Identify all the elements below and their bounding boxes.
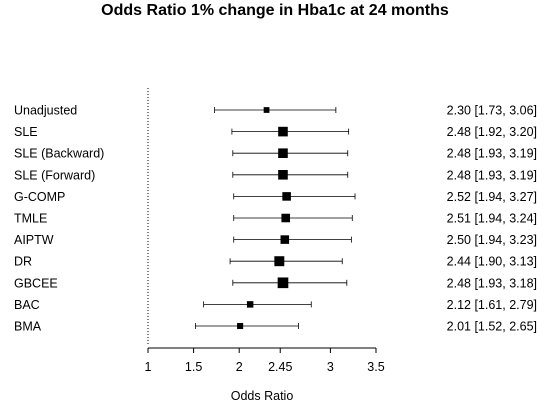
point-estimate [281,213,290,223]
x-tick-label: 1.5 [185,360,202,374]
x-tick-label: 2.45 [268,360,292,374]
forest-row: BAC 2.12 [1.61, 2.79] [14,298,537,312]
x-tick-label: 3.5 [367,360,384,374]
forest-row: SLE (Forward) 2.48 [1.93, 3.19] [14,168,537,182]
row-label: BMA [14,320,42,334]
point-estimate [278,170,288,180]
ci-text: 2.51 [1.94, 3.24] [447,212,537,226]
point-estimate [263,107,270,113]
ci-text: 2.48 [1.93, 3.18] [447,276,537,290]
row-label: Unadjusted [14,104,77,118]
row-label: G-COMP [14,190,65,204]
chart-title: Odds Ratio 1% change in Hba1c at 24 mont… [101,2,449,19]
point-estimate [282,192,291,201]
point-estimate [237,322,244,330]
point-estimate [278,126,288,137]
row-label: DR [14,255,32,269]
forest-row: Unadjusted 2.30 [1.73, 3.06] [14,104,537,118]
point-estimate [246,301,254,308]
forest-row: SLE (Backward) 2.48 [1.93, 3.19] [14,147,537,161]
forest-row: DR 2.44 [1.90, 3.13] [14,255,537,269]
x-axis-label: Odds Ratio [231,389,294,403]
x-axis: 1 1.5 2 2.45 3 3.5 [145,347,385,374]
x-tick-label: 2 [236,360,243,374]
forest-rows: Unadjusted 2.30 [1.73, 3.06] SLE 2.48 [1.92… [14,104,537,334]
ci-text: 2.30 [1.73, 3.06] [447,104,537,118]
point-estimate [280,235,290,244]
ci-text: 2.48 [1.93, 3.19] [447,168,537,182]
ci-text: 2.01 [1.52, 2.65] [447,320,537,334]
ci-text: 2.12 [1.61, 2.79] [447,298,537,312]
ci-text: 2.52 [1.94, 3.27] [447,190,537,204]
row-label: SLE (Backward) [14,147,104,161]
forest-row: TMLE 2.51 [1.94, 3.24] [14,212,537,226]
row-label: BAC [14,298,40,312]
ci-text: 2.48 [1.92, 3.20] [447,125,537,139]
x-tick-label: 3 [327,360,334,374]
ci-text: 2.50 [1.94, 3.23] [447,233,537,247]
point-estimate [277,277,289,289]
ci-text: 2.48 [1.93, 3.19] [447,147,537,161]
row-label: AIPTW [14,233,54,247]
row-label: GBCEE [14,276,58,290]
row-label: TMLE [14,212,47,226]
point-estimate [274,256,285,267]
forest-row: G-COMP 2.52 [1.94, 3.27] [14,190,537,204]
forest-row: AIPTW 2.50 [1.94, 3.23] [14,233,537,247]
forest-row: BMA 2.01 [1.52, 2.65] [14,320,537,334]
row-label: SLE (Forward) [14,168,95,182]
forest-row: GBCEE 2.48 [1.93, 3.18] [14,276,537,290]
point-estimate [278,148,288,158]
forest-row: SLE 2.48 [1.92, 3.20] [14,125,537,139]
ci-text: 2.44 [1.90, 3.13] [447,255,537,269]
row-label: SLE [14,125,38,139]
x-tick-label: 1 [145,360,152,374]
